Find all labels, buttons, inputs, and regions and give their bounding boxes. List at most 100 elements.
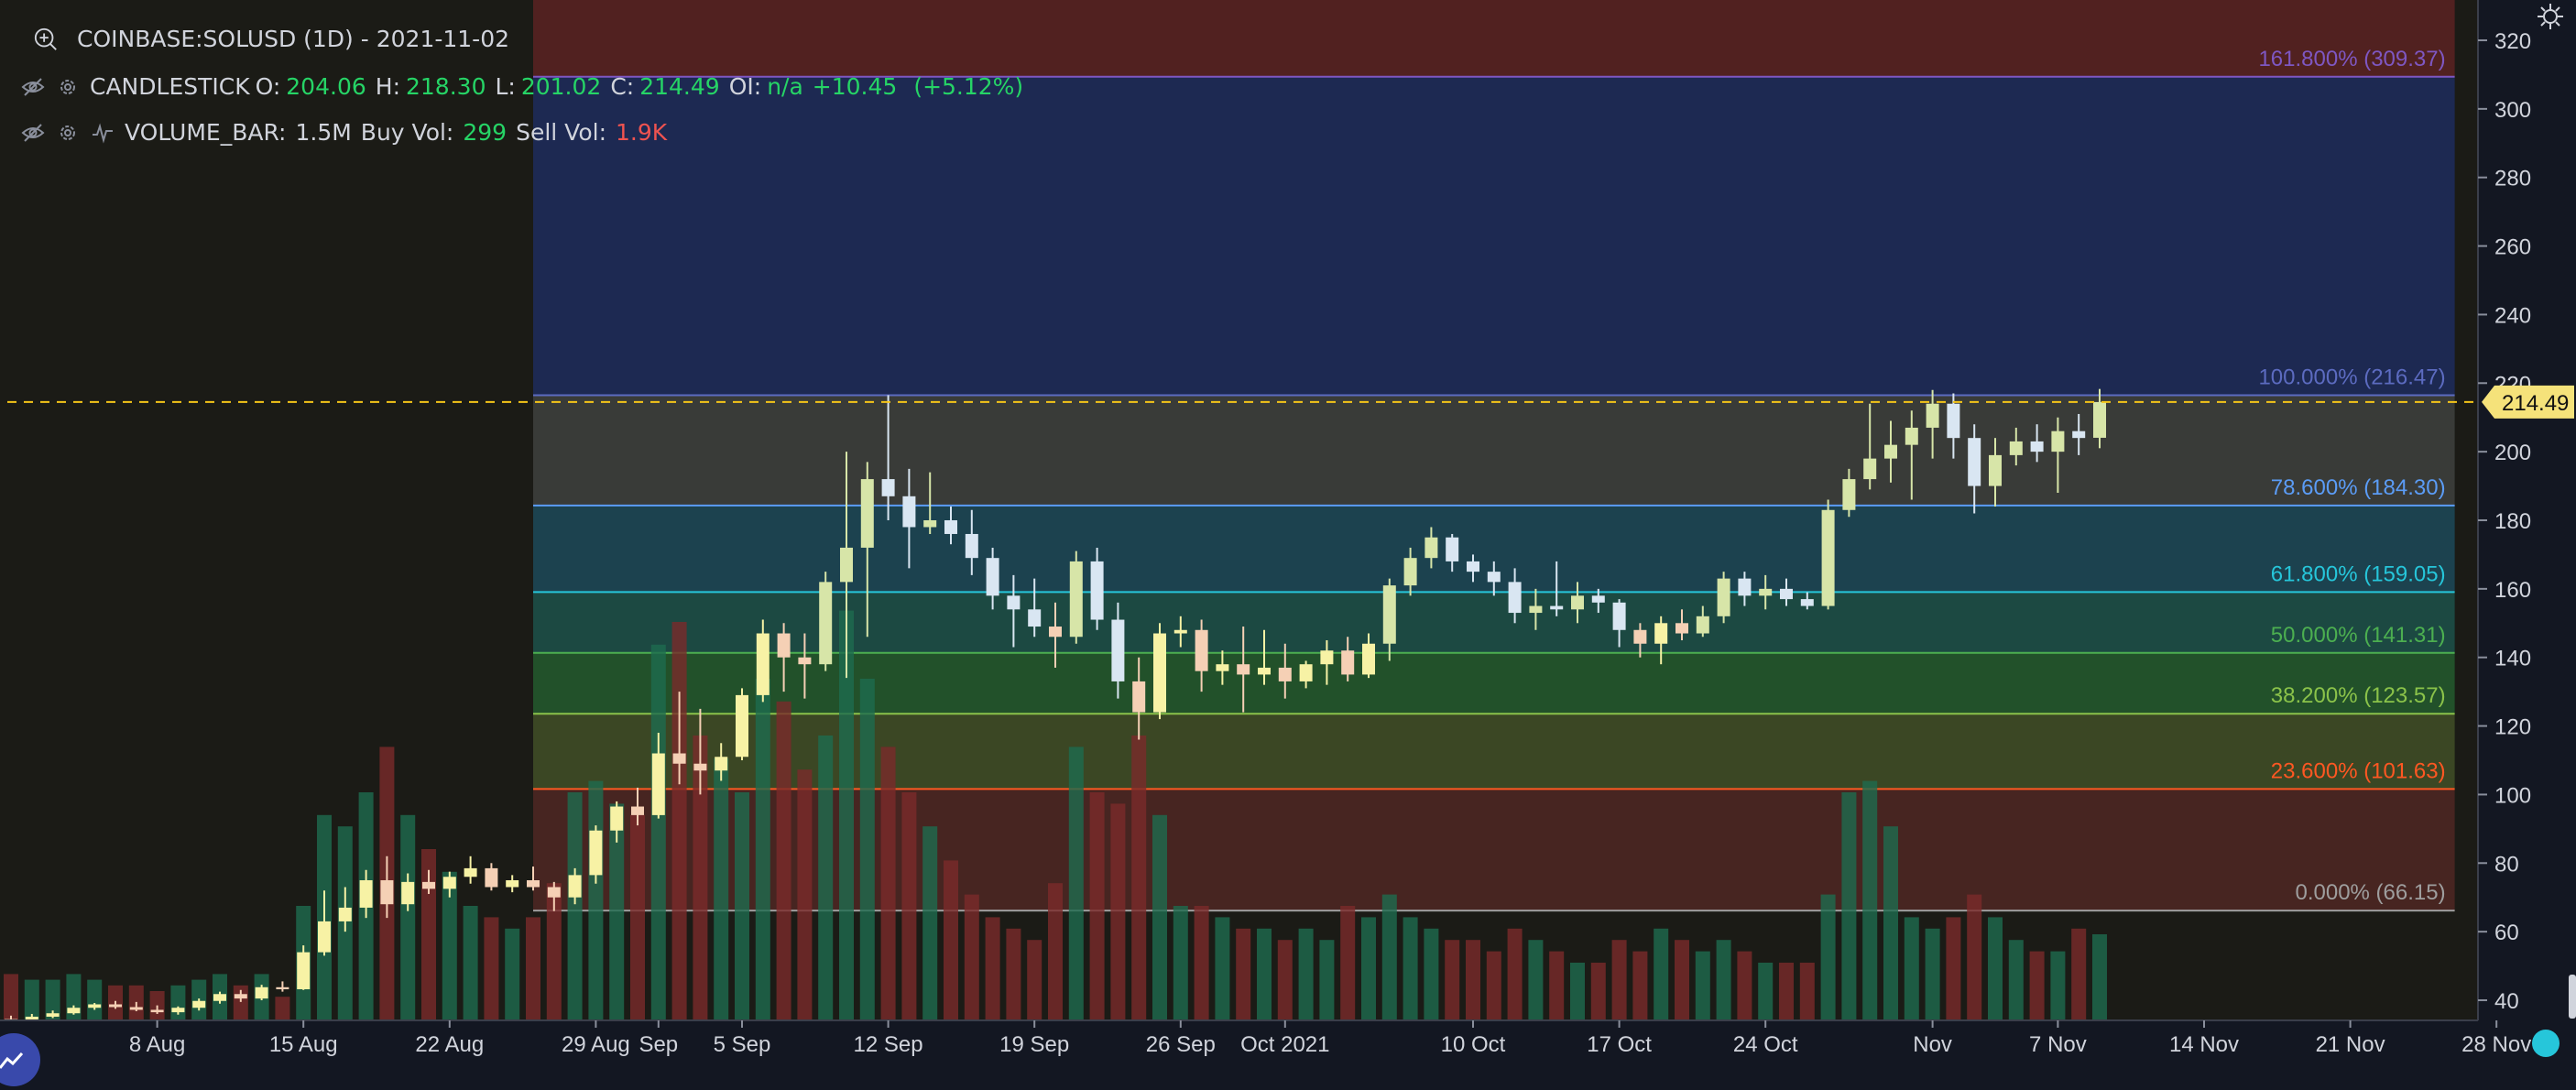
- candle-body: [46, 1013, 60, 1017]
- volume-bar: [1841, 792, 1857, 1019]
- volume-bar: [1068, 747, 1084, 1019]
- candle-body: [150, 1009, 164, 1013]
- candle-body: [234, 994, 247, 999]
- time-tick-label: Sep: [639, 1032, 678, 1057]
- candle-body: [1508, 582, 1522, 614]
- candle-body: [1446, 537, 1459, 561]
- volume-bar: [546, 883, 562, 1019]
- candle-body: [756, 633, 770, 695]
- scroll-handle[interactable]: [2569, 975, 2576, 1019]
- time-tick-label: 17 Oct: [1587, 1032, 1652, 1057]
- volume-bar: [526, 917, 540, 1019]
- volume-bar: [650, 644, 666, 1019]
- candlestick-label: CANDLESTICK: [90, 73, 250, 100]
- candle-body: [442, 877, 456, 889]
- time-tick-label: 15 Aug: [269, 1032, 338, 1057]
- volume-bar: [1131, 736, 1147, 1019]
- zoom-in-icon[interactable]: [33, 27, 59, 52]
- volume-label: VOLUME_BAR:: [125, 119, 287, 146]
- price-tick-label: 140: [2494, 647, 2531, 671]
- candle-body: [881, 479, 895, 496]
- volume-bar: [1820, 894, 1836, 1019]
- price-tick-label: 60: [2494, 921, 2519, 945]
- candle-body: [1299, 664, 1313, 681]
- volume-bar: [2008, 940, 2024, 1019]
- open-value: 204.06: [286, 73, 366, 100]
- candle-body: [1153, 633, 1166, 713]
- gear-icon[interactable]: [55, 120, 81, 146]
- candle-body: [1487, 572, 1501, 583]
- volume-bar: [944, 860, 958, 1019]
- volume-bar: [45, 979, 60, 1019]
- candle-body: [1424, 537, 1438, 559]
- price-tick-label: 100: [2494, 783, 2531, 808]
- candle-body: [589, 830, 603, 876]
- time-tick-label: 5 Sep: [714, 1032, 771, 1057]
- time-tick-label: 28 Nov: [2461, 1032, 2531, 1057]
- volume-bar: [1445, 940, 1460, 1019]
- price-tick-label: 40: [2494, 989, 2519, 1014]
- candle-body: [2030, 441, 2044, 452]
- volume-bar: [1883, 826, 1898, 1019]
- time-tick-label: 12 Sep: [854, 1032, 923, 1057]
- candle-body: [777, 633, 791, 658]
- settings-gear-icon[interactable]: [2536, 2, 2565, 31]
- candle-body: [693, 763, 707, 771]
- volume-bar: [1716, 940, 1731, 1019]
- candle-body: [88, 1004, 102, 1008]
- volume-bar: [1236, 928, 1251, 1019]
- volume-bar: [2050, 951, 2066, 1019]
- price-tick-label: 280: [2494, 167, 2531, 191]
- candle-body: [1258, 667, 1271, 675]
- volume-bar: [797, 769, 813, 1019]
- volume-bar: [1403, 917, 1418, 1019]
- volume-bar: [1799, 963, 1815, 1019]
- candle-body: [1926, 403, 1939, 428]
- gear-icon[interactable]: [55, 74, 81, 100]
- pulse-icon: [90, 120, 115, 146]
- candle-body: [1237, 664, 1250, 675]
- candle-body: [2093, 401, 2106, 438]
- eye-hidden-icon[interactable]: [20, 74, 46, 100]
- eye-hidden-icon[interactable]: [20, 120, 46, 146]
- trend-logo-icon[interactable]: [0, 1033, 40, 1086]
- status-dot[interactable]: [2532, 1030, 2560, 1057]
- volume-bar: [1695, 951, 1710, 1019]
- candle-body: [1947, 403, 1960, 439]
- volume-bar: [1570, 963, 1585, 1019]
- high-value: 218.30: [406, 73, 486, 100]
- volume-bar: [2092, 934, 2107, 1019]
- candle-body: [1989, 454, 2002, 486]
- price-tick-label: 180: [2494, 509, 2531, 534]
- candle-body: [1007, 595, 1021, 610]
- fib-zone: [533, 76, 2455, 396]
- volume-bar: [463, 906, 478, 1019]
- volume-bar: [1466, 940, 1480, 1019]
- candle-body: [67, 1008, 81, 1014]
- volume-bar: [275, 997, 290, 1019]
- time-tick-label: 19 Sep: [999, 1032, 1069, 1057]
- candle-body: [192, 1000, 206, 1008]
- volume-bar: [839, 610, 854, 1019]
- volume-bar: [2071, 928, 2087, 1019]
- low-value: 201.02: [520, 73, 602, 100]
- candle-body: [171, 1008, 185, 1013]
- volume-legend: VOLUME_BAR: 1.5M Buy Vol: 299 Sell Vol: …: [20, 119, 667, 146]
- candle-body: [798, 657, 812, 665]
- fib-level-label: 50.000% (141.31): [2271, 623, 2446, 648]
- candle-body: [1571, 595, 1584, 610]
- volume-bar: [149, 991, 165, 1019]
- volume-bar: [1361, 917, 1376, 1019]
- volume-bar: [1277, 940, 1293, 1019]
- volume-bar: [484, 917, 499, 1019]
- volume-bar: [964, 894, 979, 1019]
- volume-bar: [1590, 963, 1606, 1019]
- candle-body: [2009, 441, 2023, 455]
- candle-body: [1362, 643, 1375, 675]
- volume-bar: [1486, 951, 1501, 1019]
- volume-bar: [1194, 906, 1209, 1019]
- change-percent: (+5.12%): [913, 73, 1024, 100]
- price-tick-label: 200: [2494, 441, 2531, 465]
- buy-vol-label: Buy Vol:: [360, 119, 454, 146]
